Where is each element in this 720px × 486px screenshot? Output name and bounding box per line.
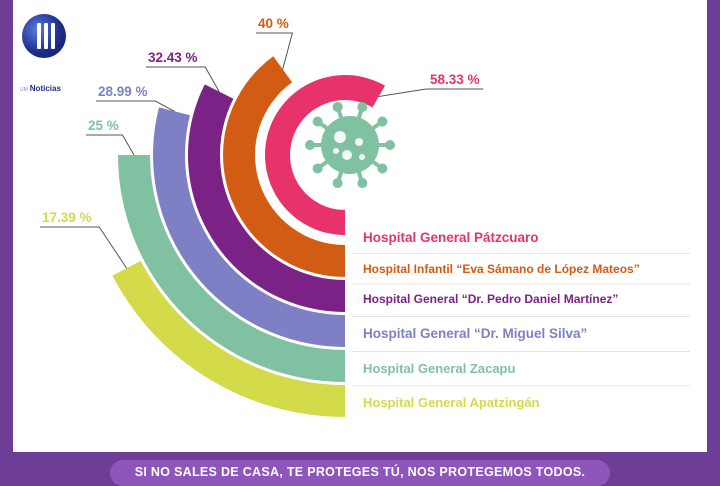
value-label: 32.43 %	[148, 50, 198, 65]
leader-line	[146, 66, 220, 92]
virus-spike-tip	[312, 163, 323, 174]
value-label: 28.99 %	[98, 84, 148, 99]
virus-spike-tip	[357, 101, 368, 112]
label-strip	[345, 222, 705, 427]
arc-2	[223, 56, 345, 277]
value-label: 17.39 %	[42, 210, 92, 225]
virus-spike-tip	[377, 163, 388, 174]
leader-line	[40, 226, 128, 269]
virus-spot	[355, 138, 363, 146]
logo-globe-icon	[22, 14, 66, 58]
arc-group	[112, 56, 705, 427]
arc-1	[265, 75, 385, 236]
virus-body	[321, 116, 379, 174]
virus-spike-tip	[377, 116, 388, 127]
virus-icon	[305, 101, 395, 189]
category-label: Hospital General “Dr. Miguel Silva”	[363, 326, 587, 341]
arc-5	[118, 155, 345, 382]
logo-name: Noticias	[29, 84, 61, 93]
category-labels: Hospital General Pátzcuaro Hospital Infan…	[352, 230, 690, 410]
category-label: Hospital General Pátzcuaro	[363, 230, 539, 245]
category-label: Hospital General “Dr. Pedro Daniel Martí…	[363, 292, 618, 306]
virus-spot	[334, 131, 346, 143]
arc-4	[152, 107, 345, 347]
virus-spot	[342, 150, 352, 160]
virus-spike-tip	[312, 116, 323, 127]
virus-spike-tip	[357, 178, 368, 189]
value-label: 25 %	[88, 118, 119, 133]
virus-spike-tip	[332, 178, 343, 189]
virus-spike-tip	[305, 140, 315, 150]
arc-3	[187, 84, 345, 312]
virus-spot	[333, 148, 339, 154]
arc-6	[112, 260, 346, 417]
value-label: 40 %	[258, 16, 289, 31]
virus-spike-tip	[385, 140, 395, 150]
category-label: Hospital General Apatzingán	[363, 395, 540, 410]
value-label: 58.33 %	[430, 72, 480, 87]
leader-line	[378, 88, 484, 98]
category-label: Hospital General Zacapu	[363, 361, 515, 376]
leader-lines	[40, 32, 484, 269]
virus-spike-tip	[332, 101, 343, 112]
leader-line	[86, 134, 135, 156]
leader-line	[96, 100, 175, 112]
category-label: Hospital Infantil “Eva Sámano de López M…	[363, 262, 640, 276]
virus-spot	[359, 154, 365, 160]
leader-line	[256, 32, 294, 70]
footer-banner: SI NO SALES DE CASA, TE PROTEGES TÚ, NOS…	[110, 460, 610, 486]
logo-prefix: UM	[20, 87, 28, 93]
value-labels: 58.33 % 40 % 32.43 % 28.99 % 25 % 17.39 %	[42, 16, 480, 225]
logo: UM Noticias	[20, 14, 72, 93]
